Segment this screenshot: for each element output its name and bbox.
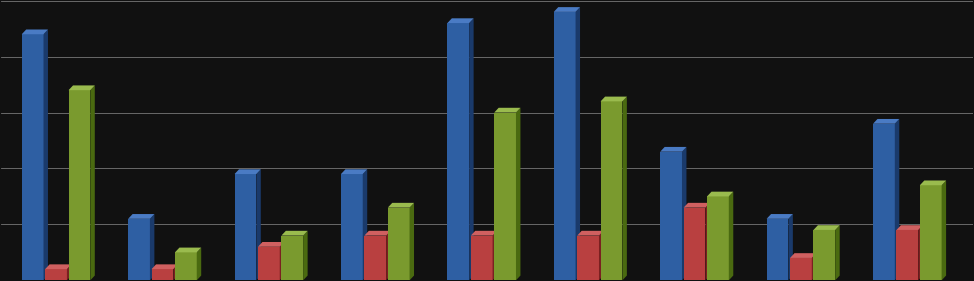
Polygon shape	[516, 108, 520, 280]
Polygon shape	[150, 214, 155, 280]
Polygon shape	[494, 112, 516, 280]
Polygon shape	[622, 97, 627, 280]
Polygon shape	[660, 147, 687, 152]
Polygon shape	[409, 203, 414, 280]
Polygon shape	[386, 231, 391, 280]
Polygon shape	[256, 169, 261, 280]
Polygon shape	[364, 231, 391, 235]
Polygon shape	[388, 208, 409, 280]
Polygon shape	[469, 18, 473, 280]
Polygon shape	[303, 231, 308, 280]
Polygon shape	[684, 203, 710, 208]
Polygon shape	[364, 235, 386, 280]
Polygon shape	[554, 12, 576, 280]
Polygon shape	[129, 214, 155, 219]
Polygon shape	[447, 23, 469, 280]
Polygon shape	[152, 264, 178, 269]
Polygon shape	[767, 219, 788, 280]
Polygon shape	[258, 242, 284, 247]
Polygon shape	[197, 248, 202, 280]
Polygon shape	[281, 231, 308, 235]
Polygon shape	[554, 7, 581, 12]
Polygon shape	[68, 90, 91, 280]
Polygon shape	[129, 219, 150, 280]
Polygon shape	[67, 264, 71, 280]
Polygon shape	[813, 225, 840, 230]
Polygon shape	[258, 247, 280, 280]
Polygon shape	[280, 242, 284, 280]
Polygon shape	[767, 214, 793, 219]
Polygon shape	[388, 203, 414, 208]
Polygon shape	[175, 248, 202, 252]
Polygon shape	[494, 108, 520, 112]
Polygon shape	[919, 180, 946, 185]
Polygon shape	[175, 252, 197, 280]
Polygon shape	[341, 169, 367, 174]
Polygon shape	[44, 30, 48, 280]
Polygon shape	[470, 231, 497, 235]
Polygon shape	[660, 152, 682, 280]
Polygon shape	[707, 196, 729, 280]
Polygon shape	[576, 7, 581, 280]
Polygon shape	[811, 253, 816, 280]
Polygon shape	[235, 174, 256, 280]
Polygon shape	[45, 264, 71, 269]
Polygon shape	[601, 101, 622, 280]
Polygon shape	[896, 225, 922, 230]
Polygon shape	[896, 230, 918, 280]
Polygon shape	[470, 235, 493, 280]
Polygon shape	[599, 231, 604, 280]
Polygon shape	[173, 264, 178, 280]
Polygon shape	[447, 18, 473, 23]
Polygon shape	[21, 30, 48, 34]
Polygon shape	[578, 231, 604, 235]
Polygon shape	[235, 169, 261, 174]
Polygon shape	[152, 269, 173, 280]
Polygon shape	[813, 230, 836, 280]
Polygon shape	[873, 119, 899, 124]
Polygon shape	[729, 192, 733, 280]
Polygon shape	[942, 180, 946, 280]
Polygon shape	[705, 203, 710, 280]
Polygon shape	[45, 269, 67, 280]
Polygon shape	[790, 258, 811, 280]
Polygon shape	[281, 235, 303, 280]
Polygon shape	[919, 185, 942, 280]
Polygon shape	[873, 124, 895, 280]
Polygon shape	[341, 174, 362, 280]
Polygon shape	[362, 169, 367, 280]
Polygon shape	[682, 147, 687, 280]
Polygon shape	[684, 208, 705, 280]
Polygon shape	[707, 192, 733, 196]
Polygon shape	[493, 231, 497, 280]
Polygon shape	[68, 85, 94, 90]
Polygon shape	[836, 225, 840, 280]
Polygon shape	[601, 97, 627, 101]
Polygon shape	[578, 235, 599, 280]
Polygon shape	[21, 34, 44, 280]
Polygon shape	[91, 85, 94, 280]
Polygon shape	[788, 214, 793, 280]
Polygon shape	[895, 119, 899, 280]
Polygon shape	[790, 253, 816, 258]
Polygon shape	[918, 225, 922, 280]
